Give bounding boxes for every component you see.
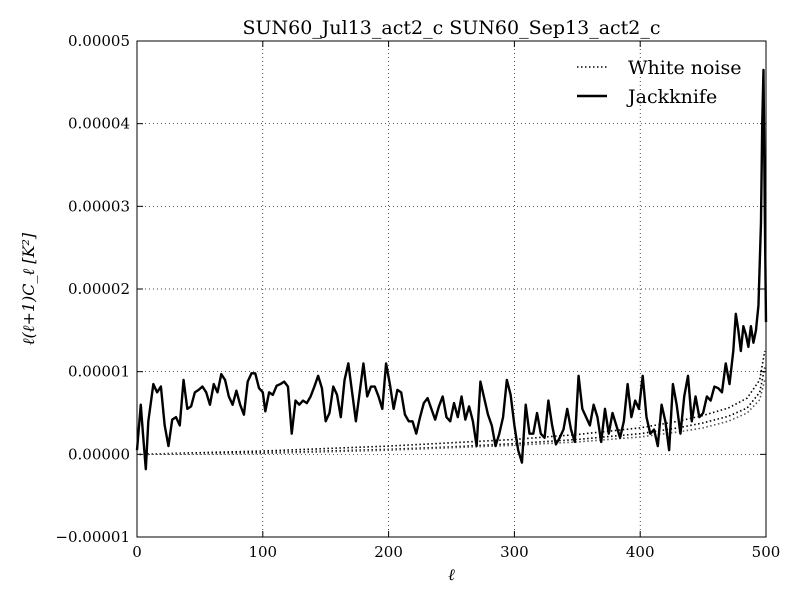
chart-title: SUN60_Jul13_act2_c SUN60_Sep13_act2_c xyxy=(242,17,660,39)
y-axis-label: ℓ(ℓ+1)C_ℓ [K²] xyxy=(19,232,38,345)
y-tick-label: 0.00005 xyxy=(68,32,130,50)
axis-ticks xyxy=(136,40,767,538)
white-noise-series-line-1 xyxy=(139,367,766,456)
x-tick-label: 0 xyxy=(132,543,142,561)
x-axis-label: ℓ xyxy=(448,565,455,584)
gridlines xyxy=(137,41,766,537)
y-tick-label: −0.00001 xyxy=(55,528,130,546)
y-tick-label: 0.00002 xyxy=(68,280,130,298)
x-tick-label: 100 xyxy=(248,543,277,561)
jackknife-series-line xyxy=(135,68,768,471)
legend-jackknife-label: Jackknife xyxy=(626,86,717,108)
y-tick-label: 0.00000 xyxy=(68,445,130,463)
x-tick-label: 300 xyxy=(500,543,529,561)
x-tick-label: 200 xyxy=(374,543,403,561)
x-tick-label: 400 xyxy=(626,543,655,561)
y-tick-label: 0.00004 xyxy=(68,115,130,133)
x-tick-label: 500 xyxy=(752,543,781,561)
legend: White noise Jackknife xyxy=(577,57,742,108)
y-tick-labels: −0.00001 0.00000 0.00001 0.00002 0.00003 0.00… xyxy=(55,32,130,546)
white-noise-series-line-2 xyxy=(139,350,766,456)
x-tick-labels: 0 100 200 300 400 500 xyxy=(132,543,780,561)
series-lines xyxy=(135,68,768,471)
y-tick-label: 0.00003 xyxy=(68,197,130,215)
white-noise-series-line-3 xyxy=(139,379,766,456)
legend-white-noise-label: White noise xyxy=(628,57,742,79)
y-tick-label: 0.00001 xyxy=(68,363,130,381)
